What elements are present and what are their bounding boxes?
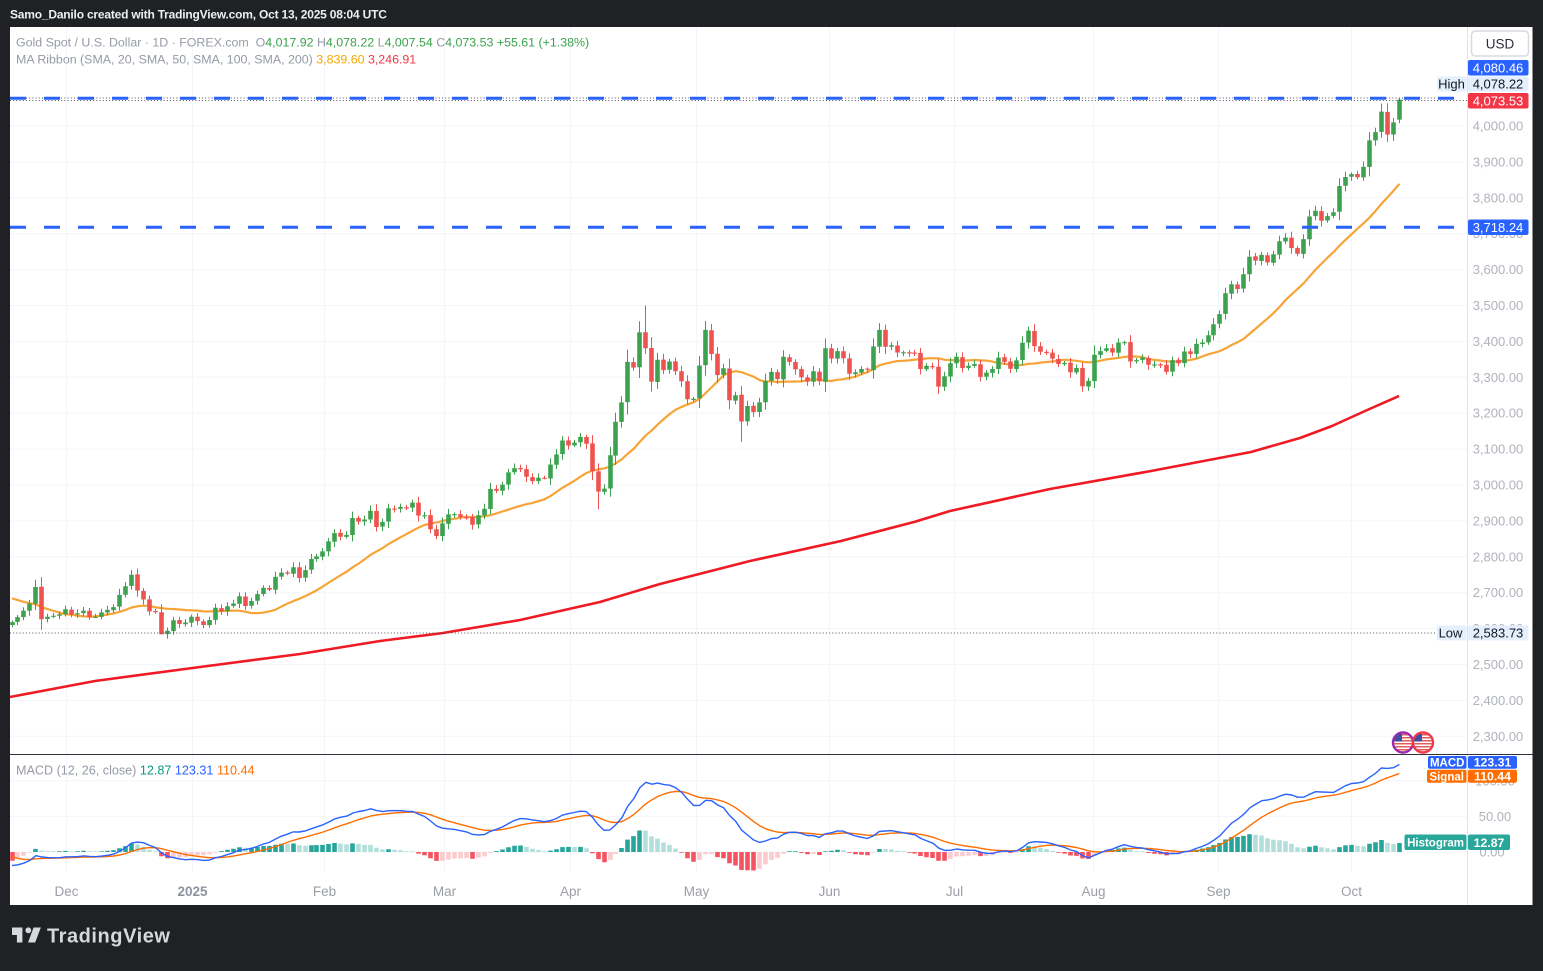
svg-text:4,078.22: 4,078.22 bbox=[1473, 77, 1524, 92]
svg-text:3,300.00: 3,300.00 bbox=[1473, 370, 1524, 385]
svg-text:Mar: Mar bbox=[433, 884, 457, 899]
svg-text:3,500.00: 3,500.00 bbox=[1473, 298, 1524, 313]
svg-text:2,700.00: 2,700.00 bbox=[1473, 585, 1524, 600]
svg-text:4,080.46: 4,080.46 bbox=[1473, 61, 1524, 76]
svg-text:50.00: 50.00 bbox=[1479, 809, 1512, 824]
svg-text:3,800.00: 3,800.00 bbox=[1473, 190, 1524, 205]
svg-text:110.44: 110.44 bbox=[1474, 770, 1511, 784]
svg-text:3,200.00: 3,200.00 bbox=[1473, 406, 1524, 421]
svg-text:2,500.00: 2,500.00 bbox=[1473, 657, 1524, 672]
svg-text:MA Ribbon (SMA, 20, SMA, 50, S: MA Ribbon (SMA, 20, SMA, 50, SMA, 100, S… bbox=[16, 53, 416, 67]
svg-text:3,718.24: 3,718.24 bbox=[1473, 220, 1524, 235]
svg-text:TradingView: TradingView bbox=[47, 926, 171, 948]
svg-text:2,583.73: 2,583.73 bbox=[1473, 626, 1524, 641]
svg-text:12.87: 12.87 bbox=[1474, 836, 1505, 850]
svg-text:Histogram: Histogram bbox=[1407, 838, 1464, 850]
svg-text:Low: Low bbox=[1439, 626, 1463, 641]
svg-text:MACD: MACD bbox=[1430, 757, 1465, 769]
svg-text:Aug: Aug bbox=[1081, 884, 1105, 899]
svg-text:3,900.00: 3,900.00 bbox=[1473, 154, 1524, 169]
svg-text:Feb: Feb bbox=[313, 884, 336, 899]
svg-text:Sep: Sep bbox=[1206, 884, 1230, 899]
svg-text:High: High bbox=[1438, 77, 1465, 92]
svg-text:2,800.00: 2,800.00 bbox=[1473, 549, 1524, 564]
svg-text:Jul: Jul bbox=[946, 884, 963, 899]
svg-text:May: May bbox=[684, 884, 710, 899]
svg-text:3,600.00: 3,600.00 bbox=[1473, 262, 1524, 277]
svg-text:4,000.00: 4,000.00 bbox=[1473, 119, 1524, 134]
svg-text:123.31: 123.31 bbox=[1474, 756, 1512, 770]
svg-text:MACD (12, 26, close) 12.87 123: MACD (12, 26, close) 12.87 123.31 110.44 bbox=[16, 764, 255, 778]
svg-text:Jun: Jun bbox=[819, 884, 841, 899]
svg-text:2,400.00: 2,400.00 bbox=[1473, 693, 1524, 708]
svg-text:2,900.00: 2,900.00 bbox=[1473, 513, 1524, 528]
svg-text:3,400.00: 3,400.00 bbox=[1473, 334, 1524, 349]
svg-text:USD: USD bbox=[1486, 37, 1515, 52]
svg-text:3,100.00: 3,100.00 bbox=[1473, 442, 1524, 457]
svg-text:Dec: Dec bbox=[54, 884, 78, 899]
svg-text:Apr: Apr bbox=[560, 884, 582, 899]
svg-text:4,073.53: 4,073.53 bbox=[1473, 94, 1524, 109]
svg-text:Oct: Oct bbox=[1341, 884, 1362, 899]
svg-text:2,300.00: 2,300.00 bbox=[1473, 729, 1524, 744]
svg-text:Signal: Signal bbox=[1429, 771, 1464, 783]
svg-text:Samo_Danilo created with Tradi: Samo_Danilo created with TradingView.com… bbox=[10, 8, 387, 22]
svg-text:3,000.00: 3,000.00 bbox=[1473, 478, 1524, 493]
svg-text:Gold Spot / U.S. Dollar · 1D ·: Gold Spot / U.S. Dollar · 1D · FOREX.com… bbox=[16, 36, 589, 50]
svg-text:2025: 2025 bbox=[177, 884, 208, 899]
